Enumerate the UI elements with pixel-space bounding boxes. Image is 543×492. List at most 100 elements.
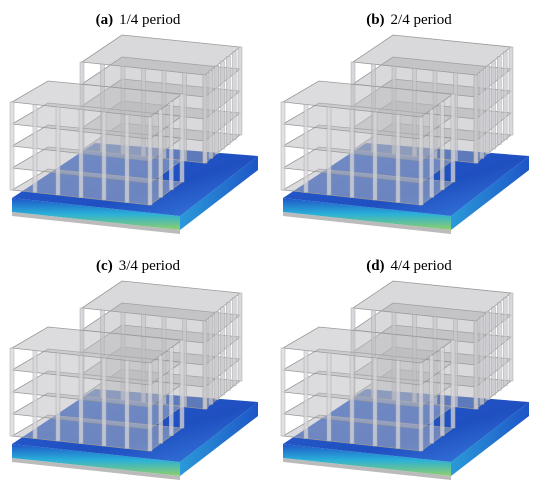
column <box>158 355 163 444</box>
column <box>473 320 479 410</box>
base-front <box>12 198 180 230</box>
panel-letter: (d) <box>366 258 384 274</box>
column <box>502 297 508 386</box>
column <box>326 106 332 196</box>
column <box>78 109 84 198</box>
base-bottom <box>12 458 180 480</box>
column <box>231 51 237 140</box>
column <box>220 306 225 396</box>
column <box>208 316 214 405</box>
column <box>479 316 485 405</box>
column <box>237 46 243 136</box>
column <box>429 355 434 444</box>
base-front <box>12 444 180 476</box>
column <box>429 109 434 198</box>
column <box>473 74 479 164</box>
column <box>440 347 445 436</box>
base-bottom <box>283 212 451 234</box>
column <box>179 93 185 183</box>
column <box>55 352 61 442</box>
column <box>32 350 38 439</box>
base-bottom <box>283 458 451 480</box>
column <box>202 320 208 410</box>
column <box>479 70 485 159</box>
column <box>124 114 130 203</box>
column <box>497 56 502 145</box>
building <box>9 34 258 234</box>
base-front <box>283 198 451 230</box>
column <box>169 101 174 190</box>
column <box>147 116 153 206</box>
column <box>418 116 424 206</box>
column <box>491 60 496 150</box>
column <box>214 311 219 400</box>
column <box>124 360 130 449</box>
panel-title: 4/4 period <box>391 258 453 274</box>
column <box>208 70 214 159</box>
column <box>303 350 309 439</box>
column <box>372 357 378 447</box>
panel: (b) 2/4 period <box>280 12 529 234</box>
panel-letter: (a) <box>96 12 114 28</box>
panel-caption: (c) 3/4 period <box>96 258 180 274</box>
panel-caption: (d) 4/4 period <box>366 258 452 274</box>
column <box>349 109 355 198</box>
panel-caption: (b) 2/4 period <box>366 12 452 28</box>
column <box>395 360 401 449</box>
building <box>9 280 258 480</box>
column <box>440 101 445 190</box>
base-side <box>180 156 258 230</box>
base-bottom <box>12 212 180 234</box>
column <box>349 355 355 444</box>
column <box>214 65 219 154</box>
panel-title: 2/4 period <box>391 12 453 28</box>
panel-letter: (c) <box>96 258 113 274</box>
column <box>220 60 225 150</box>
panel: (d) 4/4 period <box>280 258 529 480</box>
column <box>418 362 424 452</box>
column <box>485 311 490 400</box>
column <box>508 292 514 382</box>
column <box>78 355 84 444</box>
column <box>450 339 456 429</box>
panel-title: 3/4 period <box>119 258 181 274</box>
column <box>101 111 107 201</box>
column <box>32 104 38 193</box>
column <box>202 74 208 164</box>
column <box>237 292 243 382</box>
column <box>491 306 496 396</box>
column <box>101 357 107 447</box>
column <box>226 302 231 391</box>
column <box>9 347 15 437</box>
column <box>179 339 185 429</box>
column <box>497 302 502 391</box>
column <box>169 347 174 436</box>
column <box>372 111 378 201</box>
base-front <box>283 444 451 476</box>
building <box>280 34 529 234</box>
panel-caption: (a) 1/4 period <box>96 12 181 28</box>
column <box>395 114 401 203</box>
column <box>147 362 153 452</box>
panel: (a) 1/4 period <box>9 12 258 234</box>
base-side <box>451 402 529 476</box>
building <box>280 280 529 480</box>
column <box>9 101 15 191</box>
column <box>280 101 286 191</box>
column <box>450 93 456 183</box>
base-side <box>451 156 529 230</box>
column <box>326 352 332 442</box>
column <box>303 104 309 193</box>
column <box>158 109 163 198</box>
panel-letter: (b) <box>366 12 384 28</box>
column <box>508 46 514 136</box>
panel-title: 1/4 period <box>119 12 181 28</box>
column <box>502 51 508 140</box>
panel: (c) 3/4 period <box>9 258 258 480</box>
column <box>55 106 61 196</box>
column <box>485 65 490 154</box>
base-side <box>180 402 258 476</box>
column <box>231 297 237 386</box>
column <box>280 347 286 437</box>
